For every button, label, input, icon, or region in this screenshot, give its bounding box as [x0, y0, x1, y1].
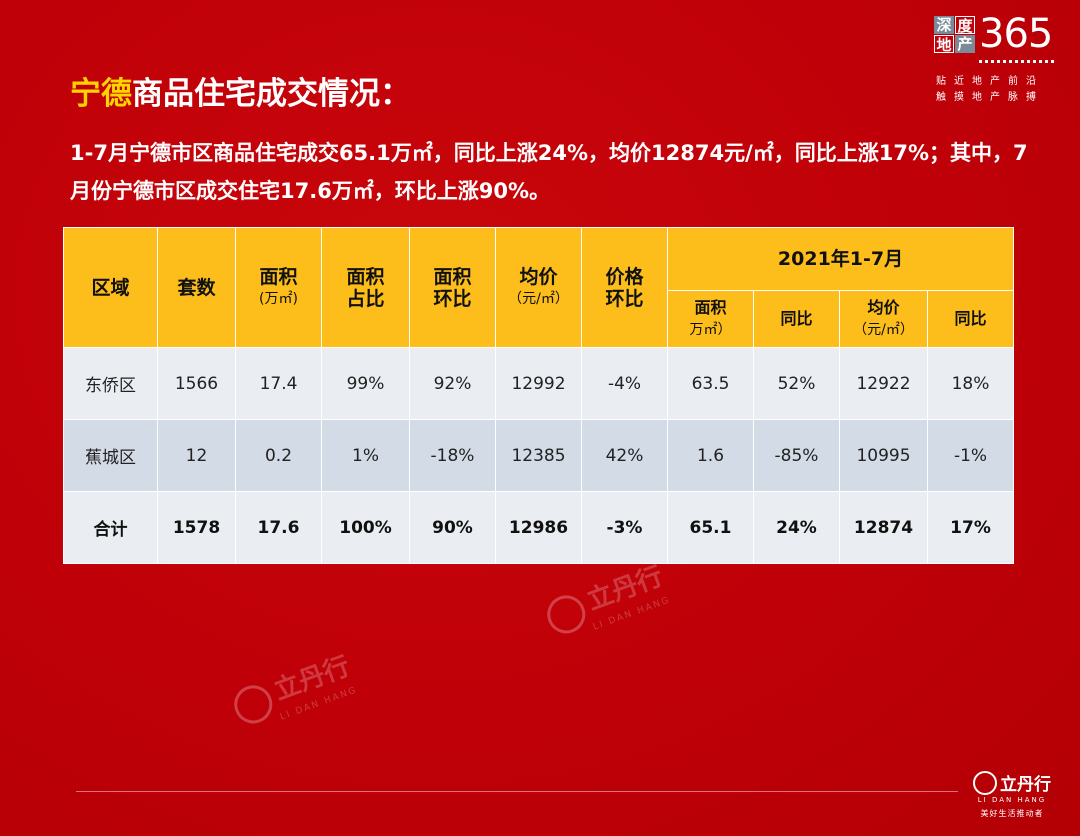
title-rest: 商品住宅成交情况：: [132, 76, 411, 112]
cell-period-yoy: 24%: [753, 491, 840, 564]
cell-period-area: 63.5: [667, 347, 754, 420]
header-period-price-unit: （元/㎡）: [853, 322, 914, 338]
brand-box: 深: [934, 16, 954, 34]
cell-units: 12: [157, 419, 236, 492]
brand-box: 度: [955, 16, 975, 35]
brand-number: 365: [979, 11, 1053, 57]
watermark-badge-icon: [541, 589, 591, 639]
cell-area-mom: -18%: [409, 419, 496, 492]
cell-area-share: 99%: [321, 347, 410, 420]
header-area: 面积 (万㎡): [235, 227, 322, 348]
cell-area-share: 100%: [321, 491, 410, 564]
cell-region: 东侨区: [63, 347, 158, 420]
header-avg-price-label: 均价: [519, 265, 558, 288]
cell-period-price: 12874: [839, 491, 928, 564]
cell-region: 蕉城区: [63, 419, 158, 492]
header-area-unit: (万㎡): [259, 290, 298, 307]
header-units: 套数: [157, 227, 236, 348]
header-period-area-unit: 万㎡）: [689, 322, 732, 338]
cell-area-share: 1%: [321, 419, 410, 492]
header-area-mom: 面积环比: [409, 227, 496, 348]
header-period-price-yoy: 同比: [926, 290, 1015, 348]
cell-area: 17.6: [235, 491, 322, 564]
cell-period-price: 10995: [839, 419, 928, 492]
cell-area-mom: 92%: [409, 347, 496, 420]
cell-units: 1578: [157, 491, 236, 564]
header-price-mom: 价格环比: [581, 227, 668, 348]
footer-brand-text: 立丹行: [1000, 775, 1051, 795]
cell-avg-price: 12986: [495, 491, 582, 564]
cell-period-price: 12922: [839, 347, 928, 420]
cell-units: 1566: [157, 347, 236, 420]
cell-period-price-yoy: -1%: [926, 419, 1015, 492]
cell-avg-price: 12992: [495, 347, 582, 420]
table-row: 蕉城区 12 0.2 1% -18% 12385 42% 1.6 -85% 10…: [63, 419, 1015, 492]
brand-decoration: [979, 60, 1057, 63]
page-title: 宁德商品住宅成交情况：: [70, 68, 411, 113]
brand-box: 地: [934, 35, 954, 54]
footer-brand-en: LI DAN HANG: [977, 796, 1047, 804]
transaction-table: 区域 套数 面积 (万㎡) 面积占比 面积环比 均价 （元/㎡） 价格环比 2021…: [63, 227, 1015, 564]
brand-box: 产: [955, 35, 975, 53]
watermark-badge-icon: [228, 679, 278, 729]
header-period-yoy: 同比: [753, 290, 840, 348]
header-period-price: 均价 （元/㎡）: [839, 290, 928, 348]
cell-period-area: 65.1: [667, 491, 754, 564]
cell-price-mom: -4%: [581, 347, 668, 420]
header-period-area-label: 面积: [694, 298, 727, 317]
cell-period-price-yoy: 18%: [926, 347, 1015, 420]
table-row: 东侨区 1566 17.4 99% 92% 12992 -4% 63.5 52%…: [63, 347, 1015, 420]
cell-area: 17.4: [235, 347, 322, 420]
header-region: 区域: [63, 227, 158, 348]
cell-period-area: 1.6: [667, 419, 754, 492]
header-period-area: 面积万㎡）: [667, 290, 754, 348]
title-highlight: 宁德: [70, 76, 132, 112]
cell-price-mom: 42%: [581, 419, 668, 492]
cell-period-yoy: -85%: [753, 419, 840, 492]
table-row-total: 合计 1578 17.6 100% 90% 12986 -3% 65.1 24%…: [63, 491, 1015, 564]
footer-logo: 立丹行 LI DAN HANG 美好生活推动者: [966, 770, 1058, 826]
footer-slogan: 美好生活推动者: [980, 809, 1044, 818]
header-period-price-label: 均价: [867, 298, 900, 317]
cell-area-mom: 90%: [409, 491, 496, 564]
cell-price-mom: -3%: [581, 491, 668, 564]
header-avg-price-unit: （元/㎡）: [508, 290, 569, 307]
cell-avg-price: 12385: [495, 419, 582, 492]
cell-period-yoy: 52%: [753, 347, 840, 420]
footer-badge-icon: [973, 770, 997, 795]
header-avg-price: 均价 （元/㎡）: [495, 227, 582, 348]
cell-area: 0.2: [235, 419, 322, 492]
cell-period-price-yoy: 17%: [926, 491, 1015, 564]
cell-region: 合计: [63, 491, 158, 564]
header-area-share: 面积占比: [321, 227, 410, 348]
header-period: 2021年1-7月: [666, 227, 1015, 291]
brand-slogan-1: 贴近地产前沿: [936, 76, 1044, 87]
brand-logo: 深 度 地 产 365 贴近地产前沿 触摸地产脉搏: [934, 12, 1066, 108]
summary-text: 1-7月宁德市区商品住宅成交65.1万㎡，同比上涨24%，均价12874元/㎡，…: [70, 141, 1028, 203]
header-area-label: 面积: [259, 265, 298, 288]
brand-slogan-2: 触摸地产脉搏: [936, 92, 1044, 103]
bottom-divider: [76, 791, 958, 792]
